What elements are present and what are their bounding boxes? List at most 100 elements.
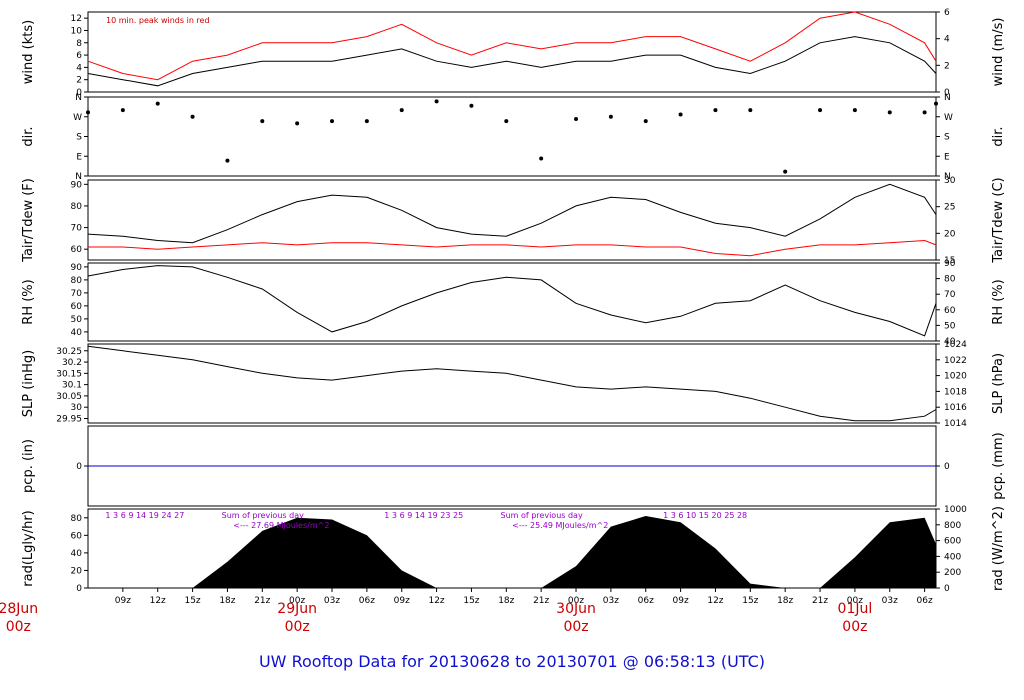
ytick-label-slp: 30.1 (62, 381, 82, 391)
series-point-dir (120, 108, 125, 113)
series-point-dir (713, 108, 718, 113)
panel-frame-rh (87, 262, 937, 342)
ytick-label-rh: 50 (71, 315, 83, 325)
ytick-right-label-rad: 400 (944, 552, 961, 562)
series-point-dir (574, 116, 579, 121)
ytick-label-slp: 30.15 (56, 369, 82, 379)
ytick-right-label-temp: 20 (944, 229, 956, 239)
ytick-right-label-dir: S (944, 133, 950, 143)
ylabel-wind: wind (kts) (21, 20, 36, 84)
series-point-dir (295, 121, 300, 126)
series-point-dir (260, 119, 265, 124)
annotation-rad: <--- 25.49 MJoules/m^2 (512, 521, 608, 530)
day-label-date: 01Jul (838, 601, 873, 617)
series-line-temp-0 (87, 183, 937, 244)
ylabel-right-rh: RH (%) (991, 279, 1006, 324)
xtick-label: 15z (184, 596, 200, 606)
ylabel-right-dir: dir. (991, 126, 1006, 146)
ytick-right-label-temp: 15 (944, 256, 955, 266)
xtick-label: 12z (428, 596, 444, 606)
ytick-label-wind: 6 (76, 51, 82, 61)
ylabel-rh: RH (%) (21, 279, 36, 324)
ytick-label-rad: 60 (71, 531, 83, 541)
ytick-right-label-rh: 80 (944, 275, 956, 285)
series-point-dir (399, 108, 404, 113)
xtick-label: 03z (324, 596, 340, 606)
ytick-label-dir: N (75, 172, 82, 182)
ytick-right-label-dir: E (944, 152, 950, 162)
ytick-right-label-rh: 40 (944, 337, 956, 347)
day-label-date: 29Jun (277, 601, 317, 617)
xtick-label: 21z (812, 596, 828, 606)
series-point-dir (887, 110, 892, 115)
ytick-label-pcp: 0 (76, 462, 82, 472)
ytick-label-rh: 40 (71, 328, 83, 338)
ytick-label-temp: 90 (71, 180, 83, 190)
series-point-dir (818, 108, 823, 113)
series-line-wind-1 (87, 11, 937, 81)
series-point-dir (643, 119, 648, 124)
ytick-right-label-dir: N (944, 93, 951, 103)
series-point-dir (434, 99, 439, 104)
series-point-dir (852, 108, 857, 113)
panel-frame-temp (87, 179, 937, 261)
ytick-right-label-slp: 1018 (944, 387, 967, 397)
xtick-label: 06z (638, 596, 654, 606)
ylabel-right-slp: SLP (hPa) (991, 353, 1006, 414)
ytick-label-temp: 80 (71, 202, 83, 212)
ytick-label-dir: S (76, 133, 82, 143)
day-label-hour: 00z (6, 619, 31, 635)
annotation-rad: Sum of previous day (500, 511, 582, 520)
ylabel-right-pcp: pcp. (mm) (991, 432, 1006, 499)
xtick-label: 09z (394, 596, 410, 606)
xtick-label: 12z (707, 596, 723, 606)
ytick-right-label-rh: 50 (944, 321, 956, 331)
ytick-label-slp: 30.05 (56, 392, 82, 402)
ytick-right-label-slp: 1024 (944, 340, 967, 350)
xtick-label: 00z (568, 596, 584, 606)
xtick-label: 00z (847, 596, 863, 606)
series-point-dir (504, 119, 509, 124)
ytick-right-label-rh: 70 (944, 290, 956, 300)
annotation-rad: 1 3 6 9 14 19 24 27 (105, 511, 184, 520)
ytick-right-label-slp: 1022 (944, 356, 967, 366)
series-point-dir (783, 169, 788, 174)
panel-frame-dir (87, 96, 937, 177)
xtick-label: 18z (777, 596, 793, 606)
ytick-label-rad: 80 (71, 514, 83, 524)
ytick-right-label-rad: 1000 (944, 505, 967, 515)
day-label-hour: 00z (563, 619, 588, 635)
ytick-label-wind: 12 (71, 14, 82, 24)
xtick-label: 18z (219, 596, 235, 606)
panel-frame-wind (87, 11, 937, 93)
ytick-label-temp: 60 (71, 245, 83, 255)
series-point-dir (922, 110, 927, 115)
annotation-rad: 1 3 6 9 14 19 23 25 (384, 511, 463, 520)
ytick-label-rad: 40 (71, 549, 83, 559)
ylabel-right-wind: wind (m/s) (991, 18, 1006, 87)
ytick-label-rh: 80 (71, 276, 83, 286)
ytick-label-slp: 30.2 (62, 358, 82, 368)
ytick-right-label-rh: 60 (944, 306, 956, 316)
ytick-right-label-rad: 600 (944, 537, 961, 547)
xtick-label: 15z (742, 596, 758, 606)
ytick-right-label-wind: 6 (944, 8, 950, 18)
series-line-slp-0 (87, 345, 937, 422)
xtick-label: 09z (673, 596, 689, 606)
series-line-rh-0 (87, 265, 937, 337)
series-point-dir (364, 119, 369, 124)
xtick-label: 03z (603, 596, 619, 606)
ytick-right-label-dir: W (944, 113, 953, 123)
ytick-right-label-temp: 30 (944, 176, 956, 186)
series-point-dir (934, 101, 938, 106)
ytick-label-temp: 70 (71, 224, 83, 234)
annotation-rad: Sum of previous day (222, 511, 304, 520)
ylabel-right-rad: rad (W/m^2) (991, 506, 1006, 591)
ytick-right-label-wind: 4 (944, 35, 950, 45)
day-label-hour: 00z (285, 619, 310, 635)
ylabel-temp: Tair/Tdew (F) (21, 178, 36, 263)
day-label-date: 30Jun (556, 601, 596, 617)
ylabel-right-temp: Tair/Tdew (C) (991, 177, 1006, 263)
ylabel-slp: SLP (inHg) (21, 350, 36, 418)
